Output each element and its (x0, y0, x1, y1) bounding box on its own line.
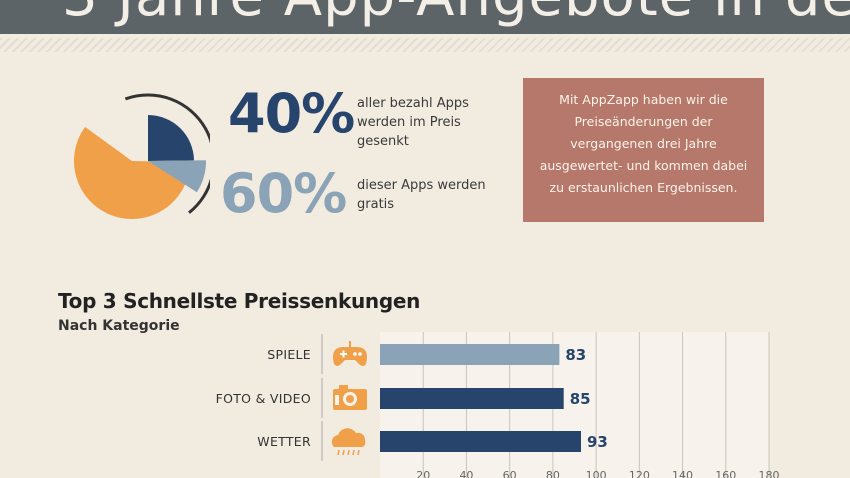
x-tick-label: 160 (715, 469, 736, 478)
x-tick-label: 20 (416, 469, 430, 478)
page-title: 3 Jahre App-Angebote in der Analyse (62, 0, 850, 29)
pie-slice-dark (148, 115, 194, 161)
x-tick-label: 180 (759, 469, 780, 478)
stat-60-text: dieser Apps werden gratis (357, 178, 486, 212)
gamepad-icon (333, 341, 367, 366)
x-tick-label: 140 (672, 469, 693, 478)
x-tick-label: 60 (503, 469, 517, 478)
chart-title: Top 3 Schnellste Preissenkungen (58, 289, 421, 313)
pie-slice-light (148, 160, 206, 193)
bar (380, 344, 560, 365)
header-stripe-divider (0, 38, 850, 52)
intro-callout: Mit AppZapp haben wir die Preiseänderung… (523, 78, 764, 222)
bar (380, 388, 564, 409)
camera-icon (333, 385, 367, 410)
x-tick-label: 40 (459, 469, 473, 478)
bar-value-label: 85 (570, 390, 591, 408)
bar-value-label: 93 (587, 433, 608, 451)
price-share-pie (74, 93, 210, 219)
bar-value-label: 83 (565, 346, 586, 364)
pie-outline-arc (124, 93, 210, 214)
x-tick-label: 100 (586, 469, 607, 478)
chart-subtitle: Nach Kategorie (58, 318, 180, 334)
stat-40-value: 40% (228, 82, 355, 145)
x-tick-label: 120 (629, 469, 650, 478)
callout-text: Mit AppZapp haben wir die Preiseänderung… (539, 92, 748, 195)
pie-slice-orange (74, 126, 190, 219)
cloud-rain-icon (331, 428, 366, 456)
x-tick-label: 80 (546, 469, 560, 478)
category-label: WETTER (257, 434, 311, 449)
header-banner: 3 Jahre App-Angebote in der Analyse (0, 0, 850, 34)
stat-60-value: 60% (220, 162, 347, 225)
category-label: SPIELE (267, 347, 311, 362)
category-label: FOTO & VIDEO (216, 391, 311, 406)
bar (380, 431, 581, 452)
stat-40-text: aller bezahl Apps werden im Preis gesenk… (357, 96, 469, 149)
